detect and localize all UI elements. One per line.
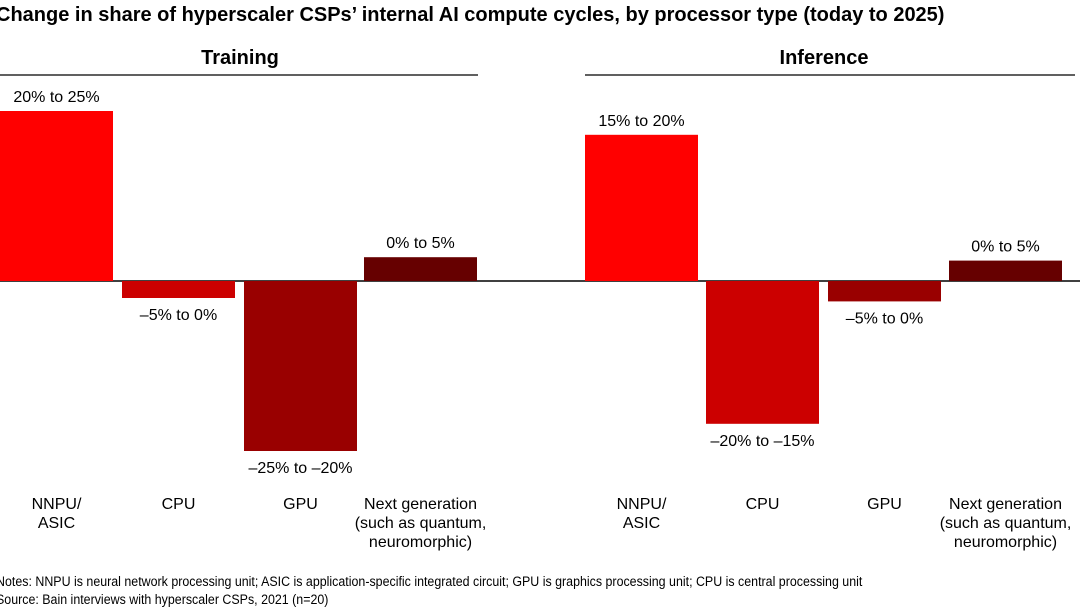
bar-training-0 xyxy=(0,111,113,281)
source: Source: Bain interviews with hyperscaler… xyxy=(0,592,329,607)
panel-title-training: Training xyxy=(201,47,279,69)
category-label: Next generation (such as quantum, neuromor… xyxy=(940,496,1072,551)
data-label: 0% to 5% xyxy=(386,235,454,252)
category-label: NNPU/ASIC xyxy=(617,496,667,532)
data-label: –5% to 0% xyxy=(846,310,923,327)
category-label: CPU xyxy=(162,496,196,513)
data-label: 0% to 5% xyxy=(971,239,1039,256)
category-label: GPU xyxy=(283,496,318,513)
bar-inference-3 xyxy=(949,260,1062,281)
bar-training-1 xyxy=(122,281,235,298)
category-label: CPU xyxy=(746,496,780,513)
bar-training-3 xyxy=(364,257,477,281)
bar-training-2 xyxy=(244,281,357,451)
category-label: NNPU/ASIC xyxy=(32,496,82,532)
data-label: –25% to –20% xyxy=(248,460,352,477)
data-label: –20% to –15% xyxy=(710,433,814,450)
category-label: Next generation (such as quantum, neuromor… xyxy=(355,496,487,551)
notes: Notes: NNPU is neural network processing… xyxy=(0,574,863,589)
category-label: GPU xyxy=(867,496,902,513)
bar-inference-2 xyxy=(828,281,941,302)
bar-inference-1 xyxy=(706,281,819,424)
data-label: 15% to 20% xyxy=(598,113,684,130)
data-label: –5% to 0% xyxy=(140,307,217,324)
data-label: 20% to 25% xyxy=(13,89,99,106)
bar-inference-0 xyxy=(585,134,698,281)
chart-title: Change in share of hyperscaler CSPs’ int… xyxy=(0,4,945,26)
panel-title-inference: Inference xyxy=(780,47,869,69)
